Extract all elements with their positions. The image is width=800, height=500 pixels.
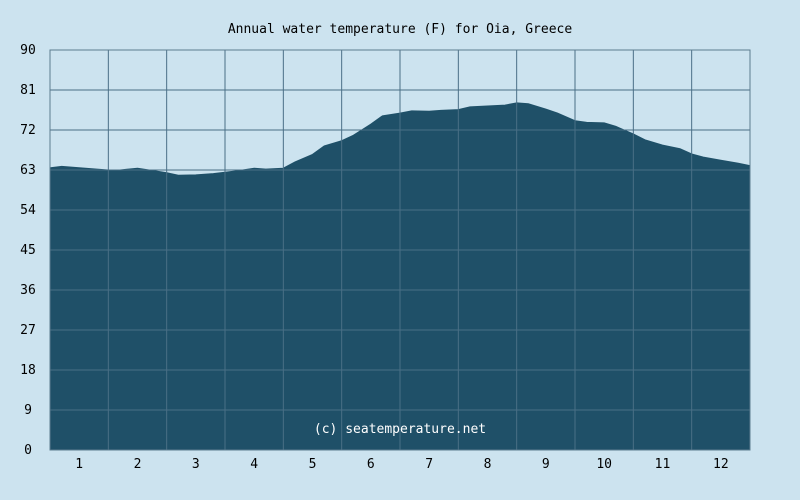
x-tick-label: 4 (250, 457, 258, 472)
x-tick-label: 11 (655, 457, 671, 472)
x-tick-label: 1 (75, 457, 83, 472)
x-tick-label: 7 (425, 457, 433, 472)
x-tick-label: 9 (542, 457, 550, 472)
chart-title: Annual water temperature (F) for Oia, Gr… (228, 22, 573, 37)
x-tick-label: 6 (367, 457, 375, 472)
y-tick-label: 63 (20, 163, 36, 178)
y-tick-label: 36 (20, 283, 36, 298)
x-tick-label: 3 (192, 457, 200, 472)
x-tick-label: 10 (596, 457, 612, 472)
x-axis-ticks: 1 2 3 4 5 6 7 8 9 10 11 12 (75, 457, 728, 472)
y-axis-ticks: 0 9 18 27 36 45 54 63 72 81 90 (20, 43, 36, 458)
y-tick-label: 18 (20, 363, 36, 378)
y-tick-label: 0 (24, 443, 32, 458)
plot-frame (49, 49, 751, 451)
y-tick-label: 54 (20, 203, 36, 218)
y-tick-label: 90 (20, 43, 36, 58)
x-tick-label: 5 (309, 457, 317, 472)
y-tick-label: 9 (24, 403, 32, 418)
y-tick-label: 72 (20, 123, 36, 138)
y-tick-label: 81 (20, 83, 36, 98)
credit-annotation: (c) seatemperature.net (314, 422, 486, 437)
x-tick-label: 12 (713, 457, 729, 472)
x-tick-label: 2 (134, 457, 142, 472)
grid-layer (49, 49, 751, 451)
y-tick-label: 27 (20, 323, 36, 338)
x-tick-label: 8 (484, 457, 492, 472)
y-tick-label: 45 (20, 243, 36, 258)
